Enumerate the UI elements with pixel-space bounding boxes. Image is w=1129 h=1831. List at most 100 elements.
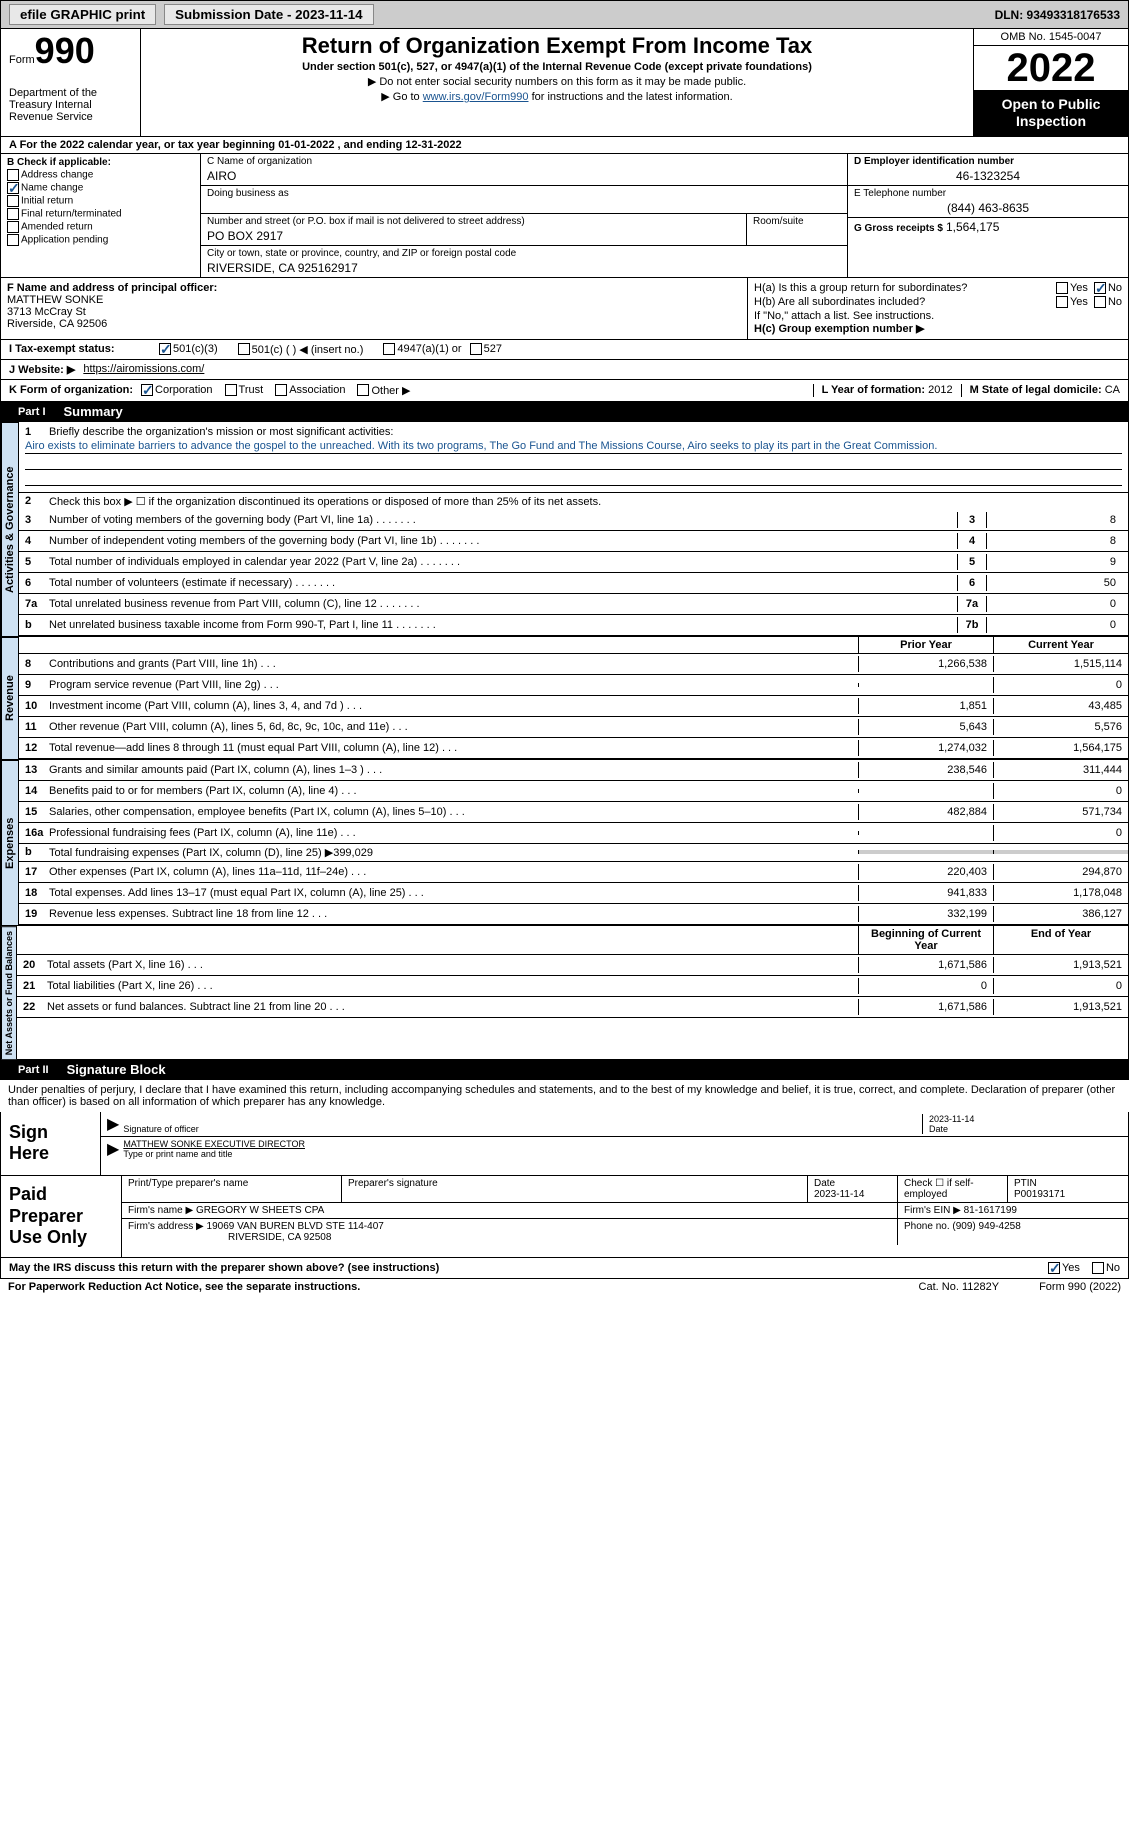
website-link[interactable]: https://airomissions.com/ [83, 363, 204, 375]
l-label: L Year of formation: [822, 384, 926, 396]
chk-app-pending[interactable]: Application pending [7, 234, 194, 246]
submission-date-button[interactable]: Submission Date - 2023-11-14 [164, 4, 373, 25]
summary-expenses: Expenses 13Grants and similar amounts pa… [0, 760, 1129, 926]
vert-revenue: Revenue [1, 637, 19, 759]
f-name: MATTHEW SONKE [7, 294, 741, 306]
f-addr1: 3713 McCray St [7, 306, 741, 318]
ha-yes[interactable] [1056, 282, 1068, 294]
fin-line-18: 18Total expenses. Add lines 13–17 (must … [19, 883, 1128, 904]
vert-activities: Activities & Governance [1, 422, 19, 636]
f-addr2: Riverside, CA 92506 [7, 318, 741, 330]
sig-date-field: 2023-11-14Date [922, 1114, 1122, 1134]
chk-address-change[interactable]: Address change [7, 169, 194, 181]
k-trust[interactable] [225, 384, 237, 396]
mission-label: Briefly describe the organization's miss… [49, 426, 393, 438]
part1-header: Part I Summary [0, 402, 1129, 422]
ssn-warning: ▶ Do not enter social security numbers o… [149, 75, 965, 88]
fin-line-9: 9Program service revenue (Part VIII, lin… [19, 675, 1128, 696]
sign-here-section: Sign Here ▶ Signature of officer 2023-11… [0, 1112, 1129, 1176]
fin-line-8: 8Contributions and grants (Part VIII, li… [19, 654, 1128, 675]
hc-label: H(c) Group exemption number ▶ [754, 322, 1122, 335]
i-4947[interactable] [383, 343, 395, 355]
print-name-cell: Print/Type preparer's name [122, 1176, 342, 1202]
summary-activities: Activities & Governance 1Briefly describ… [0, 422, 1129, 637]
dept-treasury: Department of the Treasury Internal Reve… [9, 87, 132, 123]
fin-line-15: 15Salaries, other compensation, employee… [19, 802, 1128, 823]
addr-label: Number and street (or P.O. box if mail i… [207, 216, 740, 227]
chk-initial-return[interactable]: Initial return [7, 195, 194, 207]
omb-number: OMB No. 1545-0047 [974, 29, 1128, 46]
header-left: Form990 Department of the Treasury Inter… [1, 29, 141, 136]
i-label: I Tax-exempt status: [9, 343, 159, 355]
line-7b: bNet unrelated business taxable income f… [19, 615, 1128, 636]
discuss-text: May the IRS discuss this return with the… [9, 1262, 1048, 1274]
k-assoc[interactable] [275, 384, 287, 396]
end-year-header: End of Year [993, 926, 1128, 954]
fin-line-22: 22Net assets or fund balances. Subtract … [17, 997, 1128, 1018]
i-501c3[interactable] [159, 343, 171, 355]
chk-name-change[interactable]: Name change [7, 182, 194, 194]
addr-value: PO BOX 2917 [207, 229, 740, 243]
chk-final-return[interactable]: Final return/terminated [7, 208, 194, 220]
goto-prefix: ▶ Go to [381, 91, 419, 103]
fin-line-20: 20Total assets (Part X, line 16) . . .1,… [17, 955, 1128, 976]
line-6: 6Total number of volunteers (estimate if… [19, 573, 1128, 594]
fin-line-b: bTotal fundraising expenses (Part IX, co… [19, 844, 1128, 862]
part1-title: Summary [64, 404, 123, 419]
prior-year-header: Prior Year [858, 637, 993, 653]
mission-text: Airo exists to eliminate barriers to adv… [25, 440, 1122, 454]
form-word: Form [9, 54, 35, 66]
bottom-row: For Paperwork Reduction Act Notice, see … [0, 1279, 1129, 1295]
i-527[interactable] [470, 343, 482, 355]
dba-label: Doing business as [207, 188, 841, 199]
line-7a: 7aTotal unrelated business revenue from … [19, 594, 1128, 615]
city-label: City or town, state or province, country… [207, 248, 841, 259]
paid-prep-label: Paid Preparer Use Only [1, 1176, 121, 1257]
mission-block: 1Briefly describe the organization's mis… [19, 422, 1128, 493]
k-corp[interactable] [141, 384, 153, 396]
part2-num: Part II [8, 1062, 59, 1078]
h-group: H(a) Is this a group return for subordin… [748, 278, 1128, 339]
line-4: 4Number of independent voting members of… [19, 531, 1128, 552]
hb-no[interactable] [1094, 296, 1106, 308]
hb-yes[interactable] [1056, 296, 1068, 308]
m-value: CA [1105, 384, 1120, 396]
m-label: M State of legal domicile: [970, 384, 1102, 396]
fin-line-13: 13Grants and similar amounts paid (Part … [19, 760, 1128, 781]
sign-here-label: Sign Here [1, 1112, 101, 1175]
discuss-no[interactable] [1092, 1262, 1104, 1274]
f-officer: F Name and address of principal officer:… [1, 278, 748, 339]
tel-label: E Telephone number [854, 188, 1122, 199]
fin-line-16a: 16aProfessional fundraising fees (Part I… [19, 823, 1128, 844]
ptin-cell: PTINP00193171 [1008, 1176, 1128, 1202]
summary-netassets: Net Assets or Fund Balances Beginning of… [0, 926, 1129, 1060]
form-ref: Form 990 (2022) [1039, 1281, 1121, 1293]
form-subtitle: Under section 501(c), 527, or 4947(a)(1)… [149, 61, 965, 73]
vert-expenses: Expenses [1, 760, 19, 925]
efile-print-button[interactable]: efile GRAPHIC print [9, 4, 156, 25]
l-value: 2012 [928, 384, 952, 396]
ha-no[interactable] [1094, 282, 1106, 294]
col-b-header: B Check if applicable: [7, 157, 194, 168]
irs-link[interactable]: www.irs.gov/Form990 [423, 91, 529, 103]
i-501c[interactable] [238, 343, 250, 355]
room-label: Room/suite [753, 216, 841, 227]
current-year-header: Current Year [993, 637, 1128, 653]
city-value: RIVERSIDE, CA 925162917 [207, 261, 841, 275]
ha-label: H(a) Is this a group return for subordin… [754, 282, 1056, 294]
form-title: Return of Organization Exempt From Incom… [149, 33, 965, 59]
fin-line-19: 19Revenue less expenses. Subtract line 1… [19, 904, 1128, 925]
firm-name-cell: Firm's name ▶ GREGORY W SHEETS CPA [122, 1203, 898, 1218]
line-5: 5Total number of individuals employed in… [19, 552, 1128, 573]
tel-value: (844) 463-8635 [854, 201, 1122, 215]
sig-name-field: MATTHEW SONKE EXECUTIVE DIRECTORType or … [123, 1139, 1122, 1159]
chk-amended[interactable]: Amended return [7, 221, 194, 233]
k-other[interactable] [357, 384, 369, 396]
line-3: 3Number of voting members of the governi… [19, 510, 1128, 531]
header-right: OMB No. 1545-0047 2022 Open to Public In… [973, 29, 1128, 136]
fin-line-11: 11Other revenue (Part VIII, column (A), … [19, 717, 1128, 738]
col-c-org-info: C Name of organization AIRO Doing busine… [201, 154, 848, 277]
discuss-yes[interactable] [1048, 1262, 1060, 1274]
fin-line-12: 12Total revenue—add lines 8 through 11 (… [19, 738, 1128, 759]
i-row: I Tax-exempt status: 501(c)(3) 501(c) ( … [0, 340, 1129, 360]
